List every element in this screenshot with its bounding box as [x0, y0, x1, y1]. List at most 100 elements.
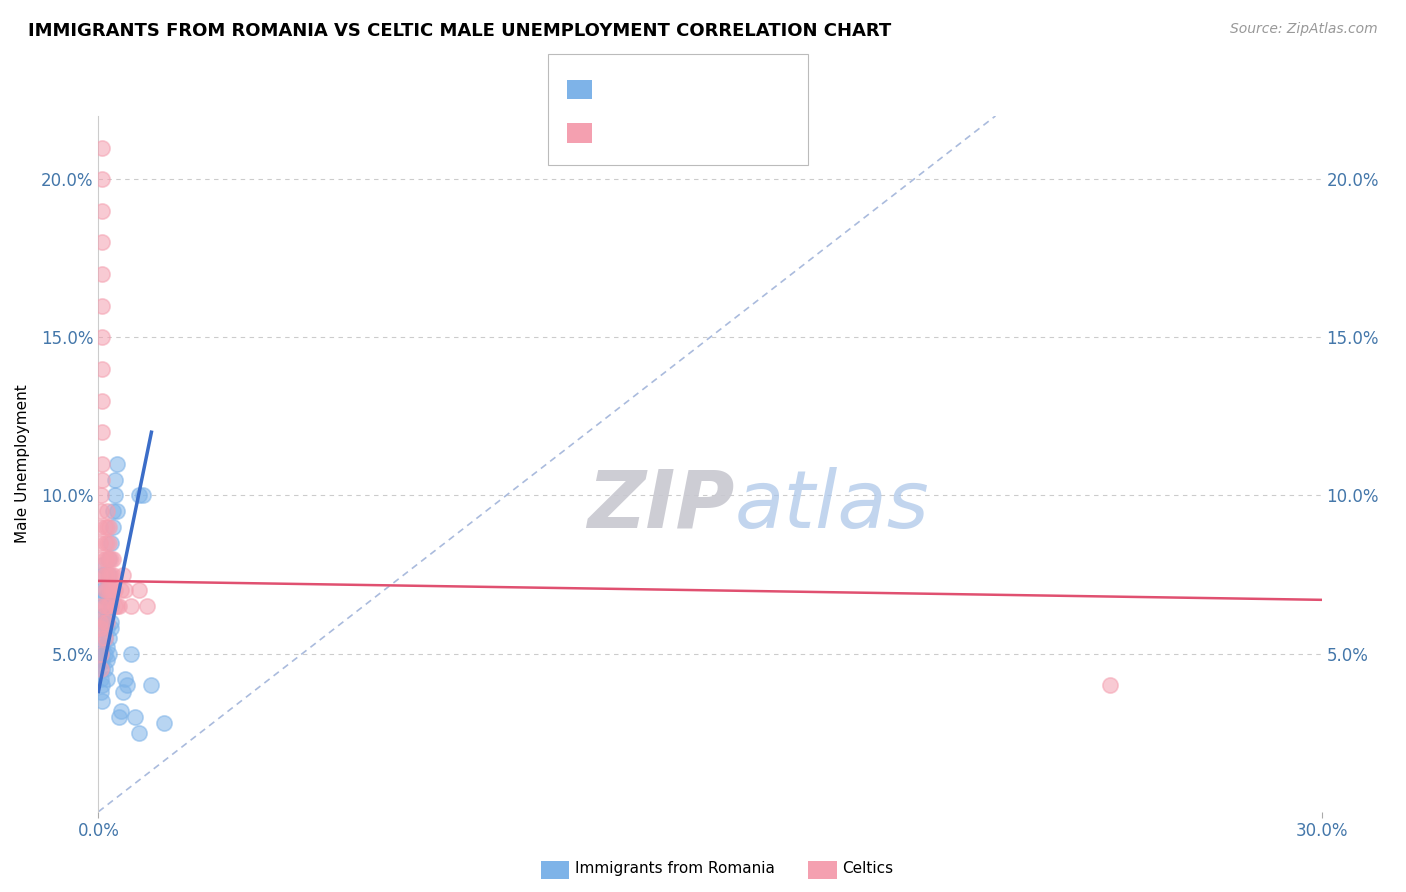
Point — [100, 536, 122, 550]
Point — [91, 608, 114, 623]
Point — [89, 637, 111, 651]
Point — [91, 621, 114, 635]
Point — [141, 678, 163, 692]
Point — [97, 567, 120, 582]
Point — [96, 621, 118, 635]
Point — [128, 488, 150, 502]
Point — [90, 473, 112, 487]
Point — [108, 710, 131, 724]
Point — [91, 653, 114, 667]
Point — [96, 583, 118, 598]
Point — [93, 583, 115, 598]
Text: ZIP: ZIP — [588, 467, 734, 545]
Point — [89, 599, 111, 614]
Point — [100, 567, 122, 582]
Point — [96, 672, 118, 686]
Point — [93, 615, 115, 629]
Point — [89, 536, 111, 550]
Point — [91, 267, 114, 281]
Point — [105, 599, 128, 614]
Point — [89, 656, 111, 670]
Point — [89, 615, 111, 629]
Point — [93, 536, 115, 550]
Point — [93, 647, 115, 661]
Point — [101, 504, 124, 518]
Point — [96, 504, 118, 518]
Point — [89, 551, 111, 566]
Point — [105, 504, 128, 518]
Point — [91, 425, 114, 440]
Point — [104, 473, 127, 487]
Point — [152, 716, 174, 731]
Point — [97, 520, 120, 534]
Point — [104, 599, 127, 614]
Point — [120, 599, 142, 614]
Point — [101, 551, 124, 566]
Point — [96, 567, 118, 582]
Point — [91, 662, 114, 676]
Point — [104, 583, 127, 598]
Point — [96, 536, 118, 550]
Point — [90, 599, 112, 614]
Point — [128, 725, 150, 739]
Point — [110, 704, 132, 718]
Point — [96, 608, 118, 623]
Point — [90, 631, 112, 645]
Point — [96, 653, 118, 667]
Point — [90, 662, 112, 676]
Point — [97, 599, 120, 614]
Point — [120, 647, 142, 661]
Text: IMMIGRANTS FROM ROMANIA VS CELTIC MALE UNEMPLOYMENT CORRELATION CHART: IMMIGRANTS FROM ROMANIA VS CELTIC MALE U… — [28, 22, 891, 40]
Point — [101, 583, 124, 598]
Text: R = -0.017   N = 63: R = -0.017 N = 63 — [598, 123, 748, 138]
Point — [93, 590, 115, 604]
Point — [100, 615, 122, 629]
Point — [91, 640, 114, 655]
Point — [97, 567, 120, 582]
Text: Immigrants from Romania: Immigrants from Romania — [575, 862, 775, 876]
Point — [96, 551, 118, 566]
Point — [1098, 678, 1121, 692]
Point — [89, 520, 111, 534]
Point — [93, 662, 115, 676]
Point — [91, 299, 114, 313]
Point — [124, 710, 146, 724]
Point — [96, 640, 118, 655]
Point — [93, 583, 115, 598]
Point — [111, 567, 134, 582]
Point — [96, 590, 118, 604]
Point — [91, 330, 114, 344]
Point — [89, 621, 111, 635]
Text: atlas: atlas — [734, 467, 929, 545]
Point — [96, 520, 118, 534]
Point — [91, 678, 114, 692]
Point — [93, 520, 115, 534]
Point — [93, 631, 115, 645]
Point — [90, 457, 112, 471]
Point — [101, 520, 124, 534]
Point — [128, 583, 150, 598]
Point — [90, 672, 112, 686]
Text: R =  0.352   N = 54: R = 0.352 N = 54 — [598, 80, 747, 95]
Point — [90, 647, 112, 661]
Point — [97, 536, 120, 550]
Point — [91, 362, 114, 376]
Point — [114, 672, 136, 686]
Point — [97, 551, 120, 566]
Point — [91, 203, 114, 218]
Point — [97, 551, 120, 566]
Point — [97, 583, 120, 598]
Text: Source: ZipAtlas.com: Source: ZipAtlas.com — [1230, 22, 1378, 37]
Point — [108, 599, 131, 614]
Point — [91, 647, 114, 661]
Point — [90, 504, 112, 518]
Y-axis label: Male Unemployment: Male Unemployment — [15, 384, 30, 543]
Point — [96, 599, 118, 614]
Point — [105, 457, 128, 471]
Point — [100, 599, 122, 614]
Point — [91, 567, 114, 582]
Point — [90, 488, 112, 502]
Point — [91, 558, 114, 572]
Point — [96, 615, 118, 629]
Point — [91, 393, 114, 408]
